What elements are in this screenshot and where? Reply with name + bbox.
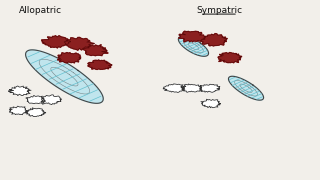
Polygon shape	[41, 36, 70, 48]
Polygon shape	[201, 34, 227, 46]
Polygon shape	[8, 86, 31, 96]
Polygon shape	[179, 31, 205, 42]
Polygon shape	[163, 84, 185, 92]
Polygon shape	[25, 108, 46, 117]
Polygon shape	[218, 53, 242, 63]
Polygon shape	[64, 37, 94, 50]
Polygon shape	[201, 99, 220, 108]
Polygon shape	[26, 95, 45, 104]
Polygon shape	[181, 84, 202, 92]
Polygon shape	[9, 106, 28, 115]
Polygon shape	[83, 45, 108, 56]
Polygon shape	[228, 76, 264, 100]
Polygon shape	[178, 36, 209, 56]
Polygon shape	[200, 84, 220, 92]
Text: Sympatric: Sympatric	[196, 6, 242, 15]
Polygon shape	[26, 50, 103, 103]
Polygon shape	[57, 53, 81, 63]
Polygon shape	[41, 95, 62, 105]
Text: Allopatric: Allopatric	[19, 6, 62, 15]
Polygon shape	[88, 60, 112, 69]
